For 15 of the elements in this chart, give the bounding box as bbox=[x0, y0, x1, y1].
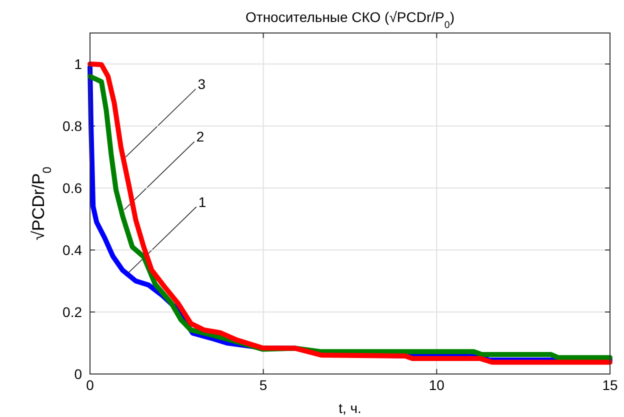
annotation: 2 bbox=[196, 128, 204, 145]
x-tick-label: 10 bbox=[428, 377, 445, 393]
chart-title: Относительные СКО (√PCDr/P$_{0}$) bbox=[246, 9, 454, 30]
y-tick-label: 0.6 bbox=[62, 180, 82, 196]
y-tick-label: 0.2 bbox=[62, 304, 82, 320]
x-tick-label: 0 bbox=[86, 377, 94, 393]
y-tick-label: 0.8 bbox=[62, 118, 82, 134]
x-axis-title: t, ч. bbox=[338, 400, 362, 416]
y-tick-label: 1 bbox=[74, 56, 82, 72]
annotation: 1 bbox=[198, 194, 206, 210]
y-tick-label: 0.4 bbox=[62, 242, 82, 258]
annotation: 3 bbox=[198, 76, 206, 92]
x-tick-label: 15 bbox=[602, 377, 618, 393]
y-tick-label: 0 bbox=[74, 366, 82, 382]
x-tick-label: 5 bbox=[259, 377, 268, 393]
